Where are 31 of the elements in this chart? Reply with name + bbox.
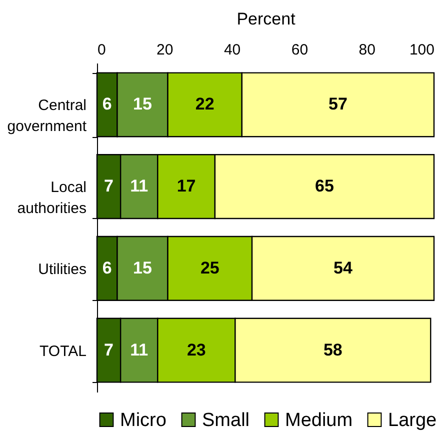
legend-label: Micro	[120, 410, 166, 431]
x-tick-label: 80	[358, 42, 376, 58]
legend-label: Small	[202, 410, 250, 431]
data-label: 15	[133, 258, 152, 278]
data-label: 57	[328, 94, 348, 114]
data-label: 58	[323, 340, 342, 360]
data-label: 6	[102, 94, 112, 114]
x-tick-label: 40	[224, 42, 241, 58]
legend-label: Medium	[285, 410, 353, 431]
y-tick-label: Local authorities	[17, 179, 86, 218]
data-label: 65	[315, 176, 334, 196]
legend-label: Large	[388, 410, 437, 431]
x-tick-label: 0	[98, 42, 106, 58]
data-label: 22	[195, 94, 214, 114]
data-label: 11	[130, 176, 148, 196]
x-tick-label: 60	[291, 42, 308, 58]
x-tick-label: 20	[156, 42, 174, 58]
data-label: 17	[176, 176, 196, 196]
data-label: 23	[186, 340, 206, 360]
y-tick-label: TOTAL	[40, 342, 86, 360]
y-tick-label: Central government	[7, 97, 88, 136]
data-label: 54	[334, 258, 354, 278]
data-label: 7	[104, 176, 114, 196]
data-label: 11	[130, 340, 148, 360]
data-label: 6	[102, 258, 112, 278]
data-label: 7	[104, 340, 114, 360]
x-axis-title: Percent	[236, 10, 296, 28]
y-tick-label: Utilities	[38, 260, 86, 278]
data-label: 25	[200, 258, 220, 278]
data-label: 15	[133, 94, 152, 114]
x-tick-label: 100	[409, 42, 434, 58]
